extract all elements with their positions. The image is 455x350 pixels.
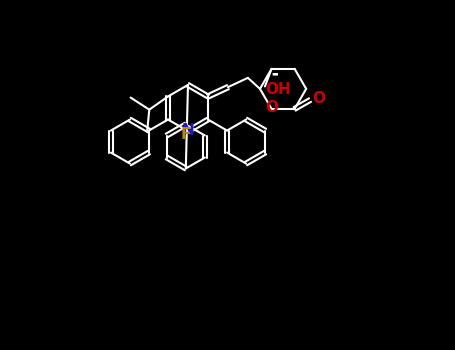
Text: OH: OH bbox=[265, 82, 291, 97]
Text: O: O bbox=[265, 100, 278, 116]
Text: F: F bbox=[181, 127, 191, 142]
Text: O: O bbox=[313, 91, 325, 106]
Text: ▬: ▬ bbox=[271, 71, 278, 77]
Text: N: N bbox=[182, 122, 194, 138]
